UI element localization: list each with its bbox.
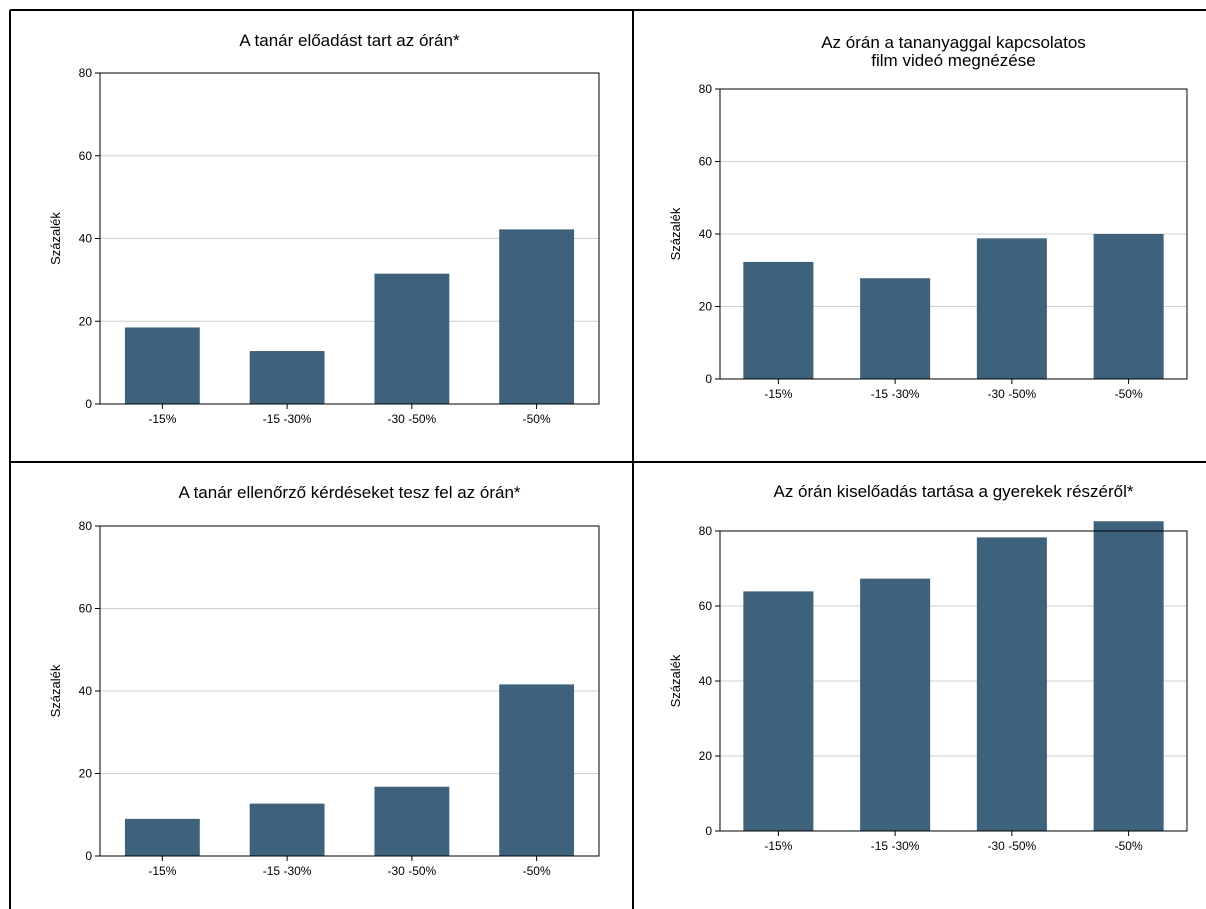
bar-3 xyxy=(976,238,1047,379)
y-tick-label: 20 xyxy=(699,300,713,314)
x-tick-label: -15% xyxy=(764,839,792,853)
chart-panel-1: A tanár előadást tart az órán* 0 20 40 60 80 -… xyxy=(48,31,600,426)
panel-dividers xyxy=(9,9,1206,909)
chart-panel-3: A tanár ellenőrző kérdéseket tesz fel az… xyxy=(48,483,600,878)
bar-4 xyxy=(499,229,575,404)
x-tick-label: -30 -50% xyxy=(388,412,437,426)
plot-frame xyxy=(99,72,600,405)
plot-frame xyxy=(719,88,1188,380)
y-tick-label: 20 xyxy=(79,314,93,328)
y-tick-label: 40 xyxy=(79,232,93,246)
x-tick-label: -30 -50% xyxy=(988,387,1037,401)
y-tick-label: 80 xyxy=(699,82,713,96)
y-tick-label: 0 xyxy=(85,849,92,863)
bar-2 xyxy=(860,278,931,379)
bar-2 xyxy=(249,803,325,856)
bar-3 xyxy=(374,786,450,856)
y-axis-label: Százalék xyxy=(48,212,63,265)
bar-1 xyxy=(743,591,814,831)
y-tick-label: 60 xyxy=(699,599,713,613)
x-tick-label: -15% xyxy=(148,412,176,426)
chart-title: A tanár előadást tart az órán* xyxy=(239,31,460,50)
y-tick-label: 0 xyxy=(705,372,712,386)
x-tick-label: -50% xyxy=(1115,839,1143,853)
x-tick-label: -15% xyxy=(148,864,176,878)
x-tick-label: -15 -30% xyxy=(871,839,920,853)
bar-1 xyxy=(124,818,200,856)
y-axis-label: Százalék xyxy=(668,654,683,707)
bar-1 xyxy=(124,327,200,404)
plot-frame xyxy=(719,530,1188,832)
chart-title: Az órán kiselőadás tartása a gyerekek ré… xyxy=(773,482,1133,501)
bar-4 xyxy=(1093,521,1164,831)
bar-4 xyxy=(499,684,575,856)
x-tick-label: -50% xyxy=(523,864,551,878)
bar-2 xyxy=(860,578,931,831)
y-axis-label: Százalék xyxy=(48,664,63,717)
y-tick-label: 60 xyxy=(79,149,93,163)
y-tick-label: 40 xyxy=(699,674,713,688)
x-tick-label: -15 -30% xyxy=(263,412,312,426)
charts-layer: A tanár előadást tart az órán* 0 20 40 60 80 -… xyxy=(48,31,1188,878)
x-tick-label: -50% xyxy=(523,412,551,426)
chart-title: A tanár ellenőrző kérdéseket tesz fel az… xyxy=(178,483,520,502)
y-tick-label: 20 xyxy=(79,767,93,781)
bar-4 xyxy=(1093,234,1164,379)
y-tick-label: 40 xyxy=(699,227,713,241)
bar-2 xyxy=(249,351,325,404)
x-tick-label: -15% xyxy=(764,387,792,401)
plot-frame xyxy=(99,525,600,857)
y-tick-label: 80 xyxy=(79,519,93,533)
y-tick-label: 40 xyxy=(79,684,93,698)
y-tick-label: 20 xyxy=(699,749,713,763)
x-tick-label: -15 -30% xyxy=(263,864,312,878)
y-tick-label: 60 xyxy=(699,155,713,169)
bar-3 xyxy=(976,537,1047,831)
chart-title: film videó megnézése xyxy=(871,51,1035,70)
x-tick-label: -15 -30% xyxy=(871,387,920,401)
y-tick-label: 80 xyxy=(79,66,93,80)
y-tick-label: 0 xyxy=(705,824,712,838)
chart-panel-4: Az órán kiselőadás tartása a gyerekek ré… xyxy=(668,482,1188,853)
y-tick-label: 60 xyxy=(79,602,93,616)
chart-title: Az órán a tananyaggal kapcsolatos xyxy=(821,33,1086,52)
y-axis-label: Százalék xyxy=(668,207,683,260)
bar-1 xyxy=(743,261,814,379)
y-tick-label: 0 xyxy=(85,397,92,411)
bar-3 xyxy=(374,273,450,404)
x-tick-label: -30 -50% xyxy=(988,839,1037,853)
x-tick-label: -30 -50% xyxy=(388,864,437,878)
y-tick-label: 80 xyxy=(699,524,713,538)
x-tick-label: -50% xyxy=(1115,387,1143,401)
